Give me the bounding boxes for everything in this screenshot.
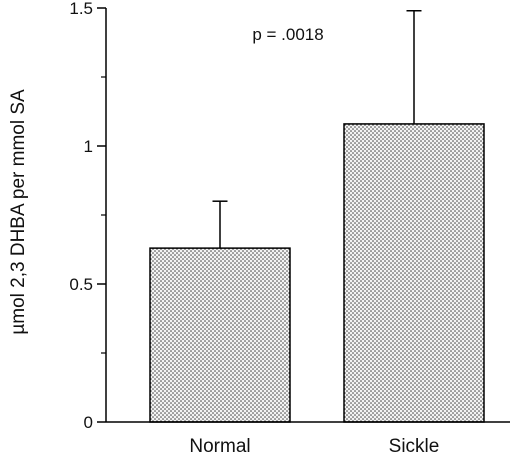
y-tick-label: 0 [84, 413, 93, 432]
bar-sickle [343, 123, 485, 423]
y-tick-label: 0.5 [69, 275, 93, 294]
x-label-normal: Normal [189, 436, 250, 457]
y-tick-label: 1.5 [69, 0, 93, 18]
error-bars-layer [212, 10, 422, 249]
x-labels-layer: Normal Sickle [189, 436, 439, 457]
y-axis-label: µmol 2,3 DHBA per mmol SA [8, 89, 29, 335]
p-value-annotation: p = .0018 [252, 25, 323, 44]
bar-normal [149, 247, 291, 423]
y-tick-label: 1 [84, 137, 93, 156]
y-ticks-layer: 0 0.5 1 1.5 [69, 0, 106, 432]
bars-layer [149, 123, 485, 423]
x-label-sickle: Sickle [389, 436, 440, 457]
